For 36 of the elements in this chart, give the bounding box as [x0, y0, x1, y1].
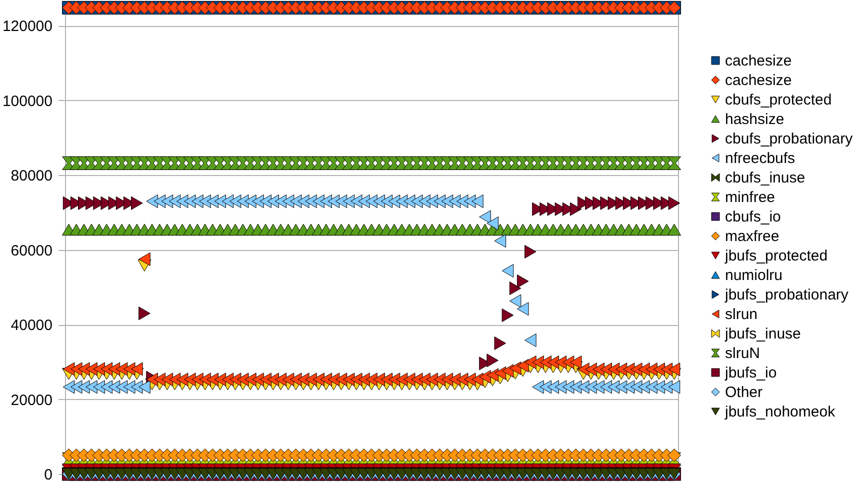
legend-label: cbufs_probationary: [725, 130, 854, 148]
legend-label: cachesize: [725, 72, 792, 89]
legend-label: Other: [725, 384, 763, 401]
legend-label: cbufs_io: [725, 208, 781, 226]
y-tick-label: 20000: [10, 392, 52, 409]
y-tick-label: 40000: [10, 317, 52, 334]
legend-label: jbufs_protected: [724, 248, 828, 264]
y-tick-label: 80000: [10, 168, 52, 185]
legend-label: slrun: [725, 306, 758, 323]
point: [524, 244, 536, 258]
point: [494, 336, 506, 350]
legend-label: slruN: [725, 345, 760, 362]
legend-label: minfree: [725, 189, 776, 206]
point: [668, 196, 680, 210]
legend-label: numiolru: [725, 267, 783, 284]
y-tick-label: 0: [44, 466, 52, 484]
legend-label: maxfree: [725, 228, 780, 245]
point: [509, 282, 522, 296]
legend-label: jbufs_inuse: [724, 326, 801, 342]
y-tick-label: 120000: [2, 18, 52, 36]
y-tick-label: 100000: [2, 92, 52, 110]
legend-label: hashsize: [725, 111, 784, 128]
legend-label: cbufs_inuse: [725, 170, 806, 186]
point: [138, 306, 150, 320]
legend-label: jbufs_probationary: [724, 286, 849, 304]
legend-label: cbufs_protected: [725, 92, 832, 108]
legend-label: nfreecbufs: [725, 150, 796, 167]
point: [502, 308, 514, 322]
point: [131, 196, 143, 210]
y-tick-label: 60000: [10, 242, 52, 260]
legend-label: jbufs_io: [724, 364, 777, 382]
point: [570, 202, 582, 216]
point: [486, 354, 498, 368]
point: [516, 274, 529, 288]
legend-label: jbufs_nohomeok: [724, 404, 836, 420]
legend-label: cachesize: [725, 52, 792, 70]
